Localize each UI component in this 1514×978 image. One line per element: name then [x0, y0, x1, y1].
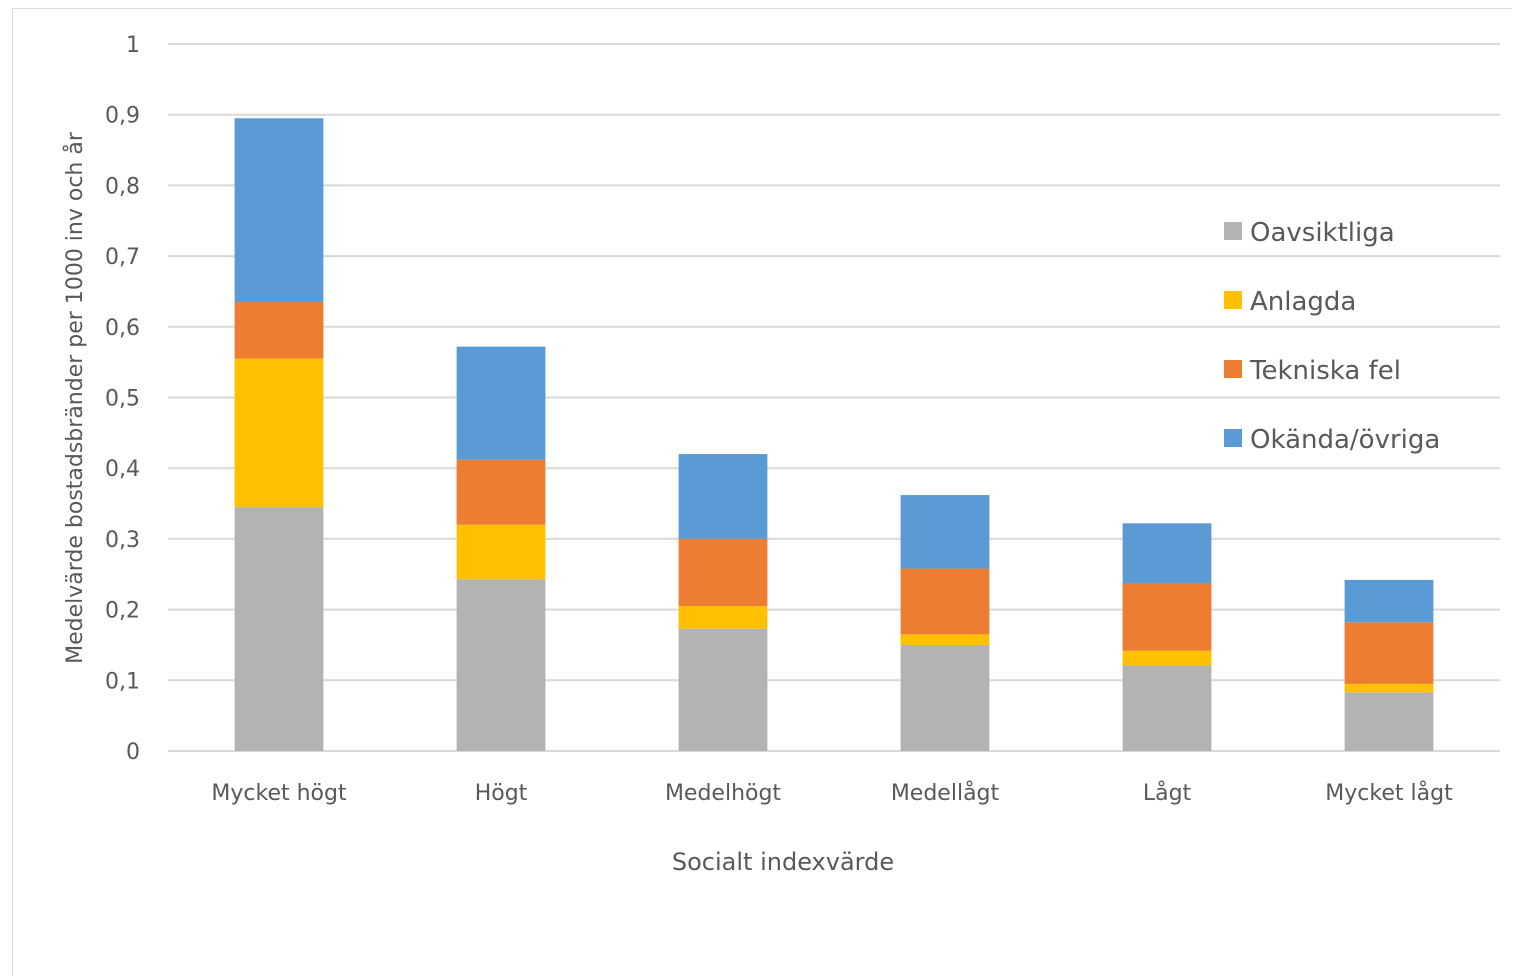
y-tick-label: 0,6: [105, 316, 140, 341]
bar-segment-2-0: [234, 302, 324, 359]
bar-segment-1-0: [234, 358, 324, 508]
bar-segment-0-4: [1122, 665, 1212, 751]
y-tick-label: 0,1: [105, 669, 140, 694]
y-tick-label: 1: [126, 33, 140, 58]
bar-segment-1-1: [456, 524, 546, 580]
x-category-label: Medelhögt: [665, 781, 781, 806]
bar-segment-2-1: [456, 459, 546, 525]
bar-segment-0-2: [678, 628, 768, 751]
x-axis-categories: Mycket högt Högt Medelhögt Medellågt Lågt Myc…: [211, 780, 1453, 806]
x-category-label: Högt: [475, 781, 528, 806]
bar-segment-0-5: [1344, 692, 1434, 751]
legend-label: Oavsiktliga: [1250, 218, 1395, 248]
bar-segment-0-3: [900, 644, 990, 751]
y-tick-label: 0,4: [105, 457, 140, 482]
x-category-label: Medellågt: [891, 780, 1000, 806]
legend-swatch: [1224, 429, 1242, 447]
legend-label: Tekniska fel: [1249, 356, 1401, 386]
bar-segment-2-5: [1344, 622, 1434, 684]
bar-segment-1-2: [678, 606, 768, 629]
bar-segment-2-2: [678, 538, 768, 607]
y-tick-label: 0,8: [105, 174, 140, 199]
gridlines: [168, 43, 1500, 752]
x-category-label: Mycket lågt: [1325, 780, 1453, 806]
chart-frame: [12, 8, 1512, 976]
bar-segment-3-4: [1122, 523, 1212, 584]
bar-segment-3-2: [678, 454, 768, 539]
bars: [234, 118, 1434, 751]
y-tick-label: 0,3: [105, 528, 140, 553]
bar-segment-1-3: [900, 634, 990, 645]
y-tick-label: 0,7: [105, 245, 140, 270]
x-category-label: Mycket högt: [211, 781, 347, 806]
legend-swatch: [1224, 222, 1242, 240]
legend-label: Okända/övriga: [1250, 425, 1440, 455]
y-axis-title: Medelvärde bostadsbränder per 1000 inv o…: [62, 131, 88, 664]
bar-segment-0-1: [456, 579, 546, 751]
bar-segment-2-4: [1122, 583, 1212, 651]
legend-swatch: [1224, 291, 1242, 309]
bar-segment-3-3: [900, 495, 990, 569]
y-tick-label: 0: [126, 740, 140, 765]
bar-segment-2-3: [900, 568, 990, 635]
legend: Oavsiktliga Anlagda Tekniska fel Okända/övr…: [1224, 218, 1440, 455]
bar-segment-0-0: [234, 507, 324, 751]
bar-segment-1-4: [1122, 650, 1212, 666]
x-category-label: Lågt: [1143, 780, 1192, 806]
y-tick-label: 0,5: [105, 387, 140, 412]
y-axis-ticks: 0 0,1 0,2 0,3 0,4 0,5 0,6 0,7 0,8 0,9 1: [105, 33, 140, 765]
bar-segment-3-0: [234, 118, 324, 303]
y-tick-label: 0,9: [105, 104, 140, 129]
legend-label: Anlagda: [1250, 287, 1356, 317]
x-axis-title: Socialt indexvärde: [672, 848, 894, 876]
legend-swatch: [1224, 360, 1242, 378]
bar-segment-1-5: [1344, 683, 1434, 693]
y-tick-label: 0,2: [105, 599, 140, 624]
bar-segment-3-1: [456, 346, 546, 460]
bar-segment-3-5: [1344, 579, 1434, 623]
